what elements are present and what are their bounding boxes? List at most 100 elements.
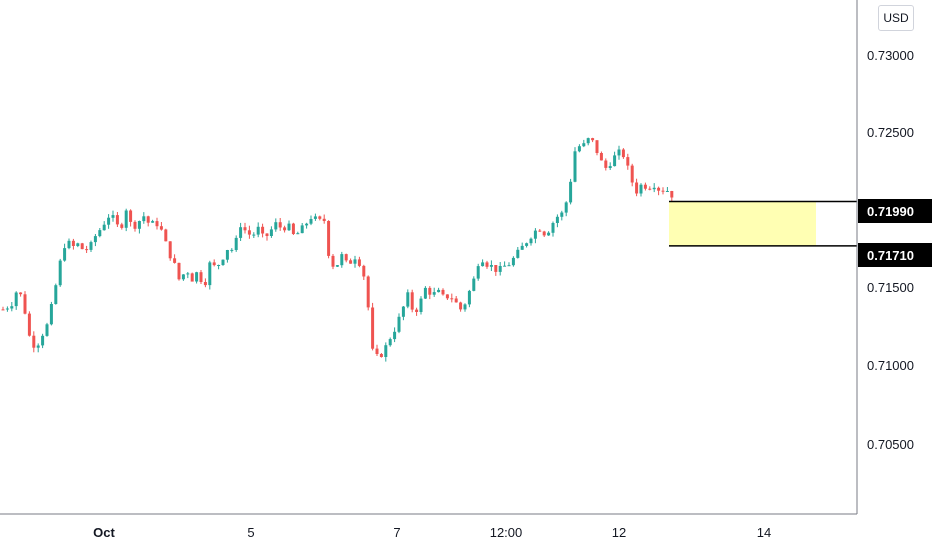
candle-body (85, 249, 89, 251)
candle-body (410, 292, 414, 310)
candle-body (217, 265, 221, 266)
candle-body (397, 316, 401, 332)
candle-body (155, 221, 159, 227)
candle-body (305, 223, 309, 226)
price-tick-label: 0.70500 (867, 437, 914, 452)
candle-body (234, 237, 238, 250)
candle-body (371, 307, 375, 349)
support-zone[interactable] (669, 200, 857, 247)
candle-body (164, 229, 168, 242)
candle-body (476, 266, 480, 279)
candle-body (1, 309, 5, 311)
price-tag-bg (858, 199, 932, 223)
candle-body (450, 298, 454, 300)
candle-body (208, 262, 212, 286)
time-tick-label: 5 (247, 525, 254, 540)
candle-body (221, 259, 225, 265)
price-tick-label: 0.72500 (867, 125, 914, 140)
price-tag-bg (858, 243, 932, 267)
candle-body (595, 140, 599, 153)
candle-body (481, 262, 485, 267)
candle-body (186, 273, 190, 275)
zone-rectangle[interactable] (669, 201, 816, 246)
price-tag-upper: 0.71990 (858, 199, 932, 223)
candle-body (76, 243, 80, 246)
candle-body (406, 292, 410, 307)
candle-body (384, 345, 388, 357)
candle-body (203, 282, 207, 286)
candle-body (142, 216, 146, 222)
candle-body (362, 265, 366, 277)
candle-body (190, 273, 194, 282)
candle-body (599, 153, 603, 161)
candle-body (71, 240, 75, 246)
candle-body (467, 290, 471, 305)
candle-body (291, 223, 295, 234)
candle-body (318, 216, 322, 219)
candle-body (419, 298, 423, 312)
candle-body (296, 233, 300, 235)
candle-body (177, 262, 181, 280)
candle-body (261, 226, 265, 234)
price-tag-label: 0.71710 (867, 248, 914, 263)
candle-body (41, 335, 45, 346)
candle-body (608, 166, 612, 168)
candle-body (32, 335, 36, 348)
candle-body (415, 309, 419, 312)
candle-body (14, 292, 18, 307)
candle-body (120, 224, 124, 228)
candle-body (520, 245, 524, 250)
candle-body (542, 231, 546, 236)
candle-body (115, 215, 119, 225)
candle-body (256, 226, 260, 235)
candle-body (283, 227, 287, 231)
candle-body (173, 258, 177, 263)
candle-body (661, 190, 665, 192)
time-tick-label: 12 (612, 525, 626, 540)
time-tick-label: 12:00 (490, 525, 523, 540)
candle-body (617, 149, 621, 156)
candle-body (613, 155, 617, 167)
candle-body (151, 221, 155, 223)
candle-body (168, 241, 172, 259)
candle-body (454, 298, 458, 303)
candle-series (1, 137, 674, 362)
candle-body (494, 265, 498, 272)
currency-button[interactable]: USD (878, 5, 914, 31)
candle-body (10, 306, 14, 309)
candle-body (124, 210, 128, 228)
time-tick-label: Oct (93, 525, 115, 540)
candle-body (239, 227, 243, 238)
candle-body (45, 324, 49, 336)
candle-body (19, 292, 23, 295)
candle-body (102, 224, 106, 231)
time-axis[interactable]: Oct 5 7 12:00 12 14 (93, 525, 771, 540)
price-tick-label: 0.71500 (867, 280, 914, 295)
candle-body (340, 254, 344, 266)
candle-body (243, 227, 247, 231)
price-tick-label: 0.71000 (867, 358, 914, 373)
candle-body (643, 184, 647, 189)
candle-body (159, 226, 163, 230)
candle-body (441, 289, 445, 295)
candle-body (36, 345, 40, 348)
candle-body (89, 242, 93, 250)
price-tag-label: 0.71990 (867, 204, 914, 219)
candle-body (129, 210, 133, 222)
candle-body (379, 354, 383, 357)
candle-body (569, 181, 573, 203)
candle-body (375, 348, 379, 354)
candle-body (560, 212, 564, 217)
candle-body (423, 287, 427, 299)
candle-body (573, 151, 577, 182)
price-axis[interactable]: 0.73000 0.72500 0.71500 0.71000 0.70500 (867, 48, 914, 452)
candle-body (58, 260, 62, 286)
candle-body (533, 230, 537, 239)
candle-body (331, 255, 335, 267)
candle-body (327, 221, 331, 256)
candle-body (111, 215, 115, 218)
candle-body (635, 182, 639, 194)
price-tag-lower: 0.71710 (858, 243, 932, 267)
